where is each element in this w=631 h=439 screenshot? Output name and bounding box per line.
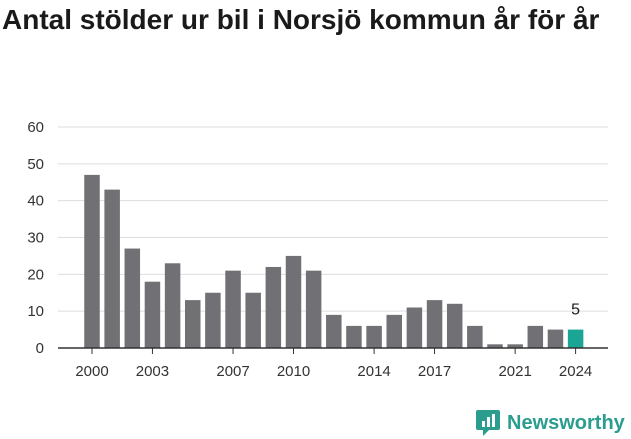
bar-2018 [446,303,463,348]
x-tick-label: 2017 [418,363,451,380]
bar-2005 [185,300,201,348]
y-tick-label: 60 [27,119,44,136]
bar-2024 [567,329,584,348]
bar-2011 [305,270,322,348]
bar-2020 [487,344,503,348]
x-tick-label: 2014 [357,363,390,380]
data-labels: 5 [571,302,580,319]
x-axis-ticks: 2000 2003 2007 2010 2014 2017 2021 2024 [75,348,592,380]
bar-2006 [205,292,221,348]
bar-2022 [527,325,544,348]
bar-2012 [326,314,342,348]
y-tick-label: 0 [36,340,44,357]
x-tick-label: 2003 [136,363,169,380]
brand-name: Newsworthy [507,411,625,434]
x-tick-label: 2024 [559,363,592,380]
bar-2016 [406,307,423,348]
bars [84,174,584,348]
bar-2001 [104,189,120,348]
bar-2019 [467,325,483,348]
bar-2000 [84,174,100,348]
x-tick-label: 2010 [277,363,310,380]
x-tick-label: 2007 [216,363,249,380]
bar-2021 [507,344,523,348]
x-tick-label: 2021 [498,363,531,380]
y-tick-label: 30 [27,230,44,247]
data-label-2024: 5 [571,302,580,319]
bar-2010 [285,255,302,348]
chart-title: Antal stölder ur bil i Norsjö kommun år … [2,4,600,35]
bar-2002 [124,248,141,348]
newsworthy-logo-icon [476,410,500,436]
bar-2017 [426,300,443,348]
bar-2014 [366,325,382,348]
bar-2023 [547,329,564,348]
bar-2013 [346,325,362,348]
newsworthy-brand: Newsworthy [475,407,625,439]
bar-2009 [265,266,282,348]
y-tick-label: 40 [27,193,44,210]
bar-2004 [164,263,181,348]
bar-2015 [386,314,402,348]
gridlines [58,126,608,312]
bar-2007 [225,270,241,348]
y-tick-label: 20 [27,266,44,283]
y-tick-label: 50 [27,156,44,173]
y-tick-label: 10 [27,303,44,320]
bar-2003 [144,281,161,348]
bar-2008 [245,292,261,348]
y-axis-ticks: 0 10 20 30 40 50 60 [27,119,44,357]
x-tick-label: 2000 [75,363,108,380]
